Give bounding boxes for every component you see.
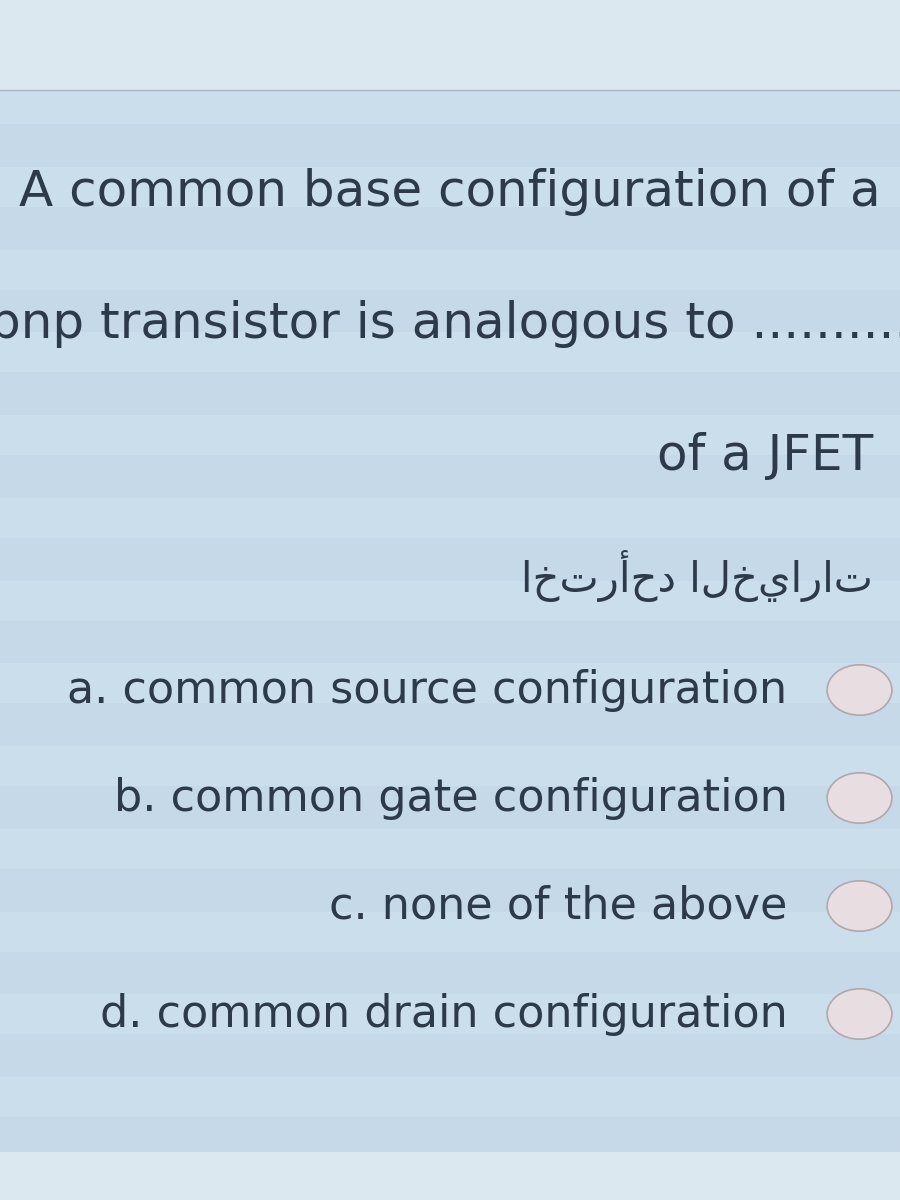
- Text: c. none of the above: c. none of the above: [329, 884, 788, 928]
- Ellipse shape: [827, 881, 892, 931]
- Ellipse shape: [827, 989, 892, 1039]
- Text: b. common gate configuration: b. common gate configuration: [113, 776, 788, 820]
- FancyBboxPatch shape: [0, 581, 900, 620]
- Text: A common base configuration of a: A common base configuration of a: [19, 168, 881, 216]
- FancyBboxPatch shape: [0, 332, 900, 372]
- FancyBboxPatch shape: [0, 498, 900, 538]
- FancyBboxPatch shape: [0, 84, 900, 124]
- Text: اخترأحد الخيارات: اخترأحد الخيارات: [521, 550, 873, 602]
- FancyBboxPatch shape: [0, 912, 900, 952]
- FancyBboxPatch shape: [0, 829, 900, 869]
- Text: pnp transistor is analogous to ..........: pnp transistor is analogous to .........…: [0, 300, 900, 348]
- FancyBboxPatch shape: [0, 746, 900, 786]
- FancyBboxPatch shape: [0, 167, 900, 206]
- FancyBboxPatch shape: [0, 415, 900, 455]
- FancyBboxPatch shape: [0, 1160, 900, 1200]
- FancyBboxPatch shape: [0, 995, 900, 1034]
- Ellipse shape: [827, 665, 892, 715]
- FancyBboxPatch shape: [0, 664, 900, 703]
- Text: a. common source configuration: a. common source configuration: [68, 668, 788, 712]
- FancyBboxPatch shape: [0, 1, 900, 41]
- Text: of a JFET: of a JFET: [657, 432, 873, 480]
- FancyBboxPatch shape: [0, 0, 900, 90]
- Ellipse shape: [827, 773, 892, 823]
- FancyBboxPatch shape: [0, 1152, 900, 1200]
- Text: d. common drain configuration: d. common drain configuration: [100, 992, 788, 1036]
- FancyBboxPatch shape: [0, 1078, 900, 1117]
- FancyBboxPatch shape: [0, 250, 900, 289]
